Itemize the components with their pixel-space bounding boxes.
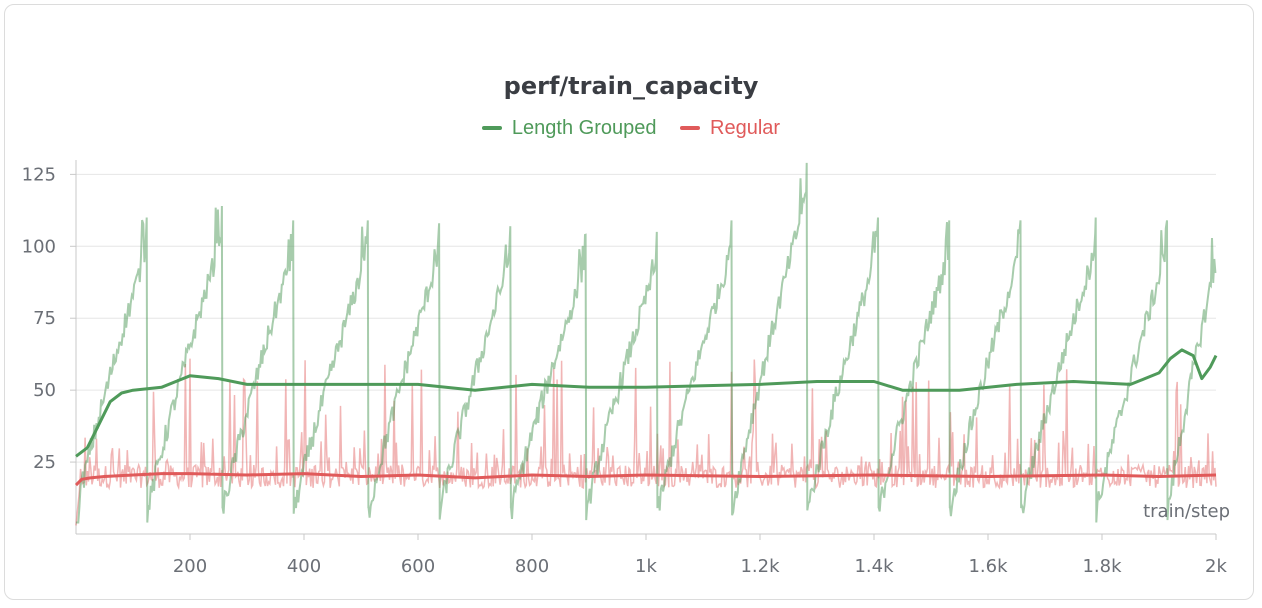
x-tick-label: 400 [287, 556, 321, 577]
y-tick-label: 50 [33, 380, 56, 401]
x-tick-label: 800 [515, 556, 549, 577]
x-tick-label: 600 [401, 556, 435, 577]
x-axis-label: train/step [1143, 501, 1230, 522]
y-tick-label: 100 [22, 236, 56, 257]
x-tick-label: 2k [1205, 556, 1227, 577]
grid-lines [76, 173, 1216, 463]
series-layer [74, 162, 1218, 526]
y-tick-label: 25 [33, 452, 56, 473]
x-tick-label: 1.8k [1082, 556, 1122, 577]
axes: 25 50 75 100 125 200 400 600 800 1k 1.2k 1.4k 1.6k 1.… [22, 160, 1228, 577]
legend-swatch-length-grouped [481, 126, 502, 130]
series-regular-smoothed [74, 472, 1217, 487]
x-tick-label: 200 [173, 556, 207, 577]
legend-label-length-grouped: Length Grouped [511, 116, 657, 139]
y-tick-label: 75 [33, 308, 56, 329]
legend-item-length-grouped[interactable]: Length Grouped [481, 116, 657, 140]
chart-legend: Length Grouped Regular [0, 113, 1262, 140]
legend-swatch-regular [680, 126, 701, 130]
x-tick-label: 1.2k [740, 556, 780, 577]
series-length-grouped-smoothed [75, 348, 1218, 458]
series-length-grouped-raw [76, 162, 1217, 524]
legend-item-regular[interactable]: Regular [680, 117, 780, 140]
x-tick-label: 1.4k [854, 556, 894, 577]
chart-panel [4, 4, 1254, 600]
y-tick-label: 125 [22, 164, 56, 185]
x-tick-label: 1.6k [968, 556, 1008, 577]
legend-label-regular: Regular [710, 116, 781, 139]
x-tick-label: 1k [635, 556, 657, 577]
chart-title: perf/train_capacity [503, 72, 759, 100]
